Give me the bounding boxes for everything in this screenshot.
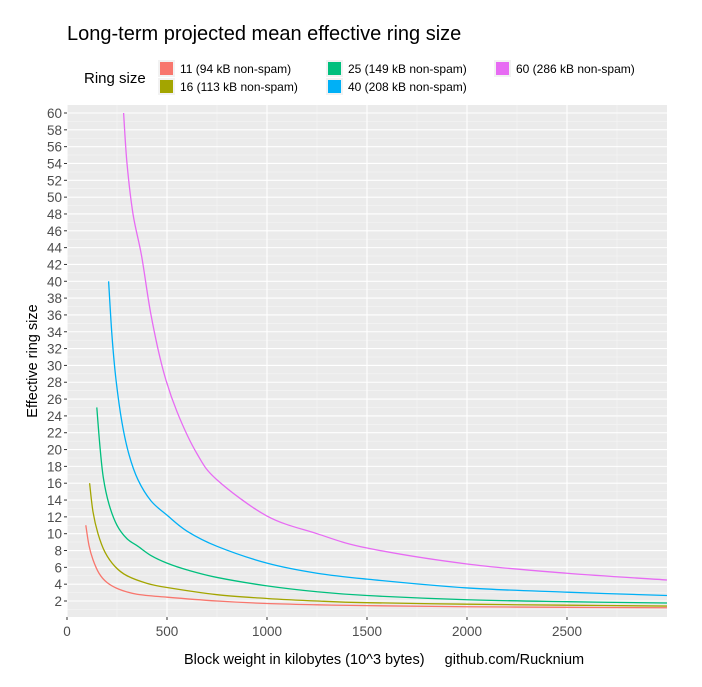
legend-key-swatch: [328, 80, 341, 93]
y-tick-label: 20: [47, 443, 62, 458]
y-tick-label: 26: [47, 392, 62, 407]
y-tick-label: 58: [47, 123, 62, 138]
y-tick-label: 34: [47, 325, 63, 340]
series-line-5: [122, 112, 668, 581]
series-group: [85, 112, 668, 609]
y-axis: 2468101214161820222426283032343638404244…: [47, 106, 67, 609]
legend-entry-label: 11 (94 kB non-spam): [180, 62, 291, 76]
series-line-3: [96, 407, 668, 604]
y-tick-label: 24: [47, 409, 63, 424]
legend-entry-label: 16 (113 kB non-spam): [180, 80, 298, 94]
legend-key-swatch: [160, 62, 173, 75]
legend-entry-label: 60 (286 kB non-spam): [516, 62, 635, 76]
y-tick-label: 30: [47, 358, 62, 373]
y-tick-label: 46: [47, 224, 62, 239]
y-tick-label: 6: [54, 560, 62, 575]
y-tick-label: 8: [54, 544, 62, 559]
legend-key-swatch: [328, 62, 341, 75]
series-line-2: [88, 483, 668, 607]
y-tick-label: 10: [47, 527, 62, 542]
x-tick-label: 500: [156, 624, 179, 639]
y-tick-label: 56: [47, 140, 62, 155]
legend-entry-label: 25 (149 kB non-spam): [348, 62, 467, 76]
y-tick-label: 40: [47, 274, 62, 289]
y-tick-label: 36: [47, 308, 62, 323]
x-tick-label: 1000: [252, 624, 282, 639]
x-tick-label: 2500: [552, 624, 582, 639]
y-tick-label: 22: [47, 426, 62, 441]
y-tick-label: 42: [47, 257, 62, 272]
legend-title: Ring size: [84, 70, 146, 87]
y-axis-title: Effective ring size: [25, 304, 41, 417]
x-tick-label: 0: [63, 624, 71, 639]
y-tick-label: 52: [47, 173, 62, 188]
y-tick-label: 16: [47, 476, 62, 491]
legend-key-swatch: [496, 62, 509, 75]
y-tick-label: 18: [47, 459, 62, 474]
x-tick-label: 2000: [452, 624, 482, 639]
series-line-4: [107, 281, 668, 597]
chart-title: Long-term projected mean effective ring …: [67, 23, 461, 45]
y-tick-label: 12: [47, 510, 62, 525]
legend-entry-label: 40 (208 kB non-spam): [348, 80, 467, 94]
y-tick-label: 28: [47, 375, 62, 390]
x-tick-label: 1500: [352, 624, 382, 639]
y-tick-label: 60: [47, 106, 62, 121]
legend-key-swatch: [160, 80, 173, 93]
y-tick-label: 4: [54, 577, 62, 592]
x-axis: 0 500 1000 1500 2000 2500: [63, 617, 582, 639]
series-line-1: [85, 525, 668, 609]
y-tick-label: 38: [47, 291, 62, 306]
y-tick-label: 32: [47, 342, 62, 357]
y-tick-label: 54: [47, 156, 63, 171]
x-axis-title: Block weight in kilobytes (10^3 bytes) g…: [184, 652, 584, 668]
y-tick-label: 2: [54, 594, 62, 609]
y-tick-label: 14: [47, 493, 63, 508]
y-tick-label: 44: [47, 241, 63, 256]
legend: Ring size 11 (94 kB non-spam) 16 (113 kB …: [84, 60, 635, 95]
y-tick-label: 50: [47, 190, 62, 205]
y-tick-label: 48: [47, 207, 62, 222]
grid-major: [66, 105, 667, 617]
